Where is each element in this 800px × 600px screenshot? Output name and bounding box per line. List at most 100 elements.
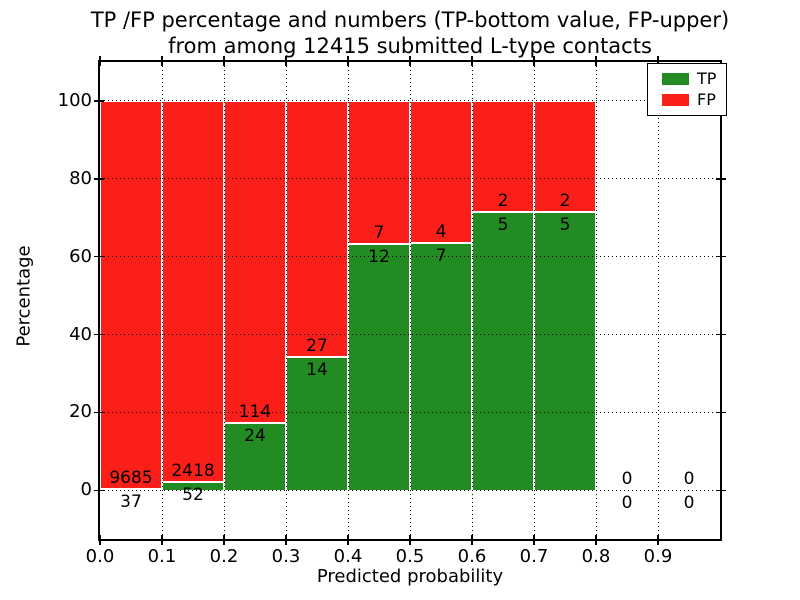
grid-line-v (161, 62, 163, 539)
y-tick-mark-left (94, 411, 104, 414)
legend-swatch-tp-icon (662, 73, 689, 85)
legend-entry-fp: FP (662, 92, 716, 108)
bar-count-label-tp: 5 (497, 215, 509, 236)
legend: TP FP (647, 63, 728, 116)
y-tick-mark-right (716, 255, 726, 258)
bar-count-label-fp: 2 (497, 191, 509, 212)
bar-labels-layer: 9685 37 2418 52 114 24 27 14 7 12 4 7 2 5 2 5 0 0 0 0 (100, 62, 720, 539)
x-tick-mark-bottom (657, 535, 659, 545)
bar-count-label-tp: 52 (182, 485, 204, 506)
bar-count-label-tp: 14 (306, 360, 328, 381)
y-tick-label: 0 (80, 479, 92, 501)
bar-count-label-tp: 0 (683, 493, 695, 514)
x-tick-label: 0.7 (519, 546, 549, 567)
bar-segment-fp (224, 100, 286, 423)
y-tick-label: 100 (57, 89, 92, 111)
x-tick-label: 0.1 (147, 546, 177, 567)
x-axis-label: Predicted probability (316, 566, 504, 587)
bar-segment-tp (348, 244, 410, 491)
x-tick-mark-top (595, 56, 597, 66)
y-tick-mark-right (716, 489, 726, 492)
bar-segment-fp (534, 100, 596, 213)
x-tick-mark-bottom (533, 535, 535, 545)
bar-count-label-tp: 12 (368, 247, 390, 268)
x-tick-label: 0.3 (271, 546, 301, 567)
legend-label-tp: TP (697, 69, 717, 88)
chart-title-line1: TP /FP percentage and numbers (TP-bottom… (90, 8, 730, 32)
y-tick-mark-right (716, 411, 726, 414)
x-tick-mark-bottom (223, 535, 225, 545)
y-tick-mark-right (716, 178, 726, 180)
x-tick-mark-top (657, 56, 659, 66)
bars-layer (100, 62, 720, 539)
bar-count-label-fp: 2418 (171, 461, 215, 482)
grid-line-v (285, 62, 287, 539)
bar-segment-tp (410, 242, 472, 491)
grid-layer (100, 62, 720, 539)
bar-segment-tp (224, 422, 286, 491)
bar-count-label-tp: 0 (621, 493, 633, 514)
y-tick-mark-left (94, 100, 104, 102)
bar-count-label-fp: 4 (435, 221, 447, 242)
x-tick-mark-top (409, 56, 411, 66)
y-tick-label: 80 (69, 167, 92, 189)
bar-segment-tp (472, 212, 534, 491)
x-tick-label: 0.8 (581, 546, 611, 567)
bar-count-label-tp: 5 (559, 215, 571, 236)
legend-entry-tp: TP (662, 71, 716, 87)
bar-count-label-tp: 37 (120, 491, 142, 512)
bar-count-label-tp: 24 (244, 425, 266, 446)
plot-area: 9685 37 2418 52 114 24 27 14 7 12 4 7 2 5 2 5 0 0 0 0 (94, 56, 726, 545)
x-tick-mark-top (471, 56, 473, 66)
grid-line-v (595, 62, 597, 539)
x-tick-mark-top (161, 56, 163, 66)
bar-segment-fp (100, 100, 162, 489)
bar-count-label-fp: 0 (621, 469, 633, 490)
x-tick-mark-bottom (409, 535, 411, 545)
bar-segment-fp (348, 100, 410, 245)
y-tick-label: 20 (69, 401, 92, 423)
bar-count-label-fp: 2 (559, 191, 571, 212)
bar-segment-fp (286, 100, 348, 358)
bar-count-label-fp: 114 (238, 401, 272, 422)
x-tick-label: 0.4 (333, 546, 363, 567)
legend-label-fp: FP (697, 90, 716, 109)
x-tick-mark-top (285, 56, 287, 66)
grid-line-v (223, 62, 225, 539)
x-tick-mark-bottom (99, 535, 101, 545)
bar-segment-fp (410, 100, 472, 243)
y-tick-mark-left (94, 178, 104, 180)
x-tick-label: 0.6 (457, 546, 487, 567)
bar-count-label-fp: 7 (373, 223, 385, 244)
x-tick-label: 0.9 (643, 546, 673, 567)
x-tick-mark-bottom (595, 535, 597, 545)
grid-line-v (533, 62, 535, 539)
x-tick-label: 0.0 (85, 546, 115, 567)
x-tick-mark-top (533, 56, 535, 66)
y-tick-mark-left (94, 489, 104, 492)
x-tick-mark-top (347, 56, 349, 66)
x-tick-mark-top (223, 56, 225, 66)
grid-line-v (471, 62, 473, 539)
y-tick-mark-left (94, 333, 104, 336)
y-tick-mark-right (716, 333, 726, 336)
x-tick-mark-bottom (161, 535, 163, 545)
x-tick-label: 0.2 (209, 546, 239, 567)
legend-swatch-fp-icon (662, 94, 689, 106)
x-tick-mark-bottom (471, 535, 473, 545)
y-tick-mark-left (94, 255, 104, 258)
grid-line-v (347, 62, 349, 539)
grid-line-v (657, 62, 659, 539)
y-tick-label: 40 (69, 323, 92, 345)
y-tick-label: 60 (69, 245, 92, 267)
x-tick-mark-bottom (285, 535, 287, 545)
bar-count-label-tp: 7 (435, 245, 447, 266)
bar-count-label-fp: 0 (683, 469, 695, 490)
x-tick-mark-bottom (347, 535, 349, 545)
x-tick-mark-top (99, 56, 101, 66)
bar-segment-fp (162, 100, 224, 483)
chart-title-line2: from among 12415 submitted L-type contac… (168, 34, 652, 58)
bar-count-label-fp: 9685 (109, 467, 153, 488)
grid-line-v (409, 62, 411, 539)
